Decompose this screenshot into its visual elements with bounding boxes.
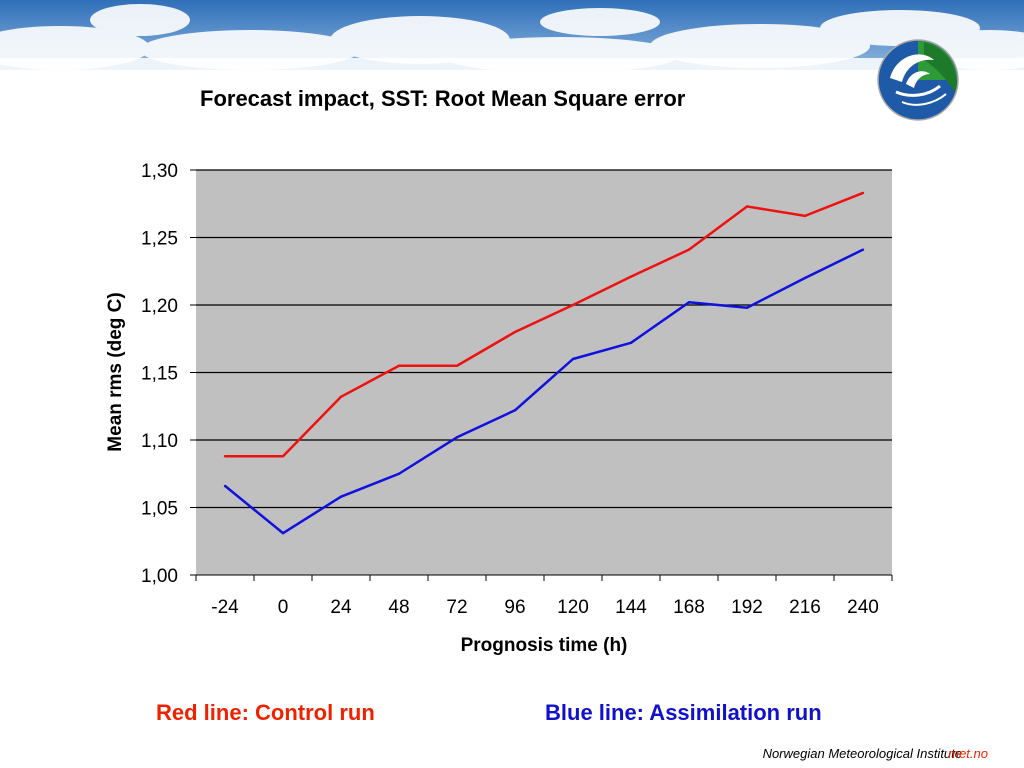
series-0-point-2	[339, 395, 343, 398]
series-1-point-1	[281, 531, 285, 535]
series-1-point-8	[687, 301, 691, 304]
series-0-point-4	[455, 364, 459, 367]
series-1-point-3	[397, 472, 401, 475]
y-tick-label-3: 1,15	[141, 364, 178, 385]
x-tick-label-3: 48	[388, 597, 409, 618]
y-tick-label-6: 1,30	[141, 161, 178, 182]
y-tick-label-5: 1,25	[141, 229, 178, 250]
series-1-point-5	[513, 409, 517, 412]
y-tick-label-0: 1,00	[141, 566, 178, 587]
grid-lines	[196, 169, 892, 509]
series-group	[223, 191, 865, 535]
series-line-1	[224, 248, 864, 535]
rms-line-chart: -24 0 24 48 72 96 120 144 168 192 216 240 1,001,051…	[105, 161, 893, 656]
legend-control-run: Red line: Control run	[156, 700, 375, 725]
series-0-point-0	[223, 455, 227, 458]
x-axis-ticks: -24 0 24 48 72 96 120 144 168 192 216 240	[195, 575, 893, 618]
series-0-point-10	[803, 214, 807, 218]
x-tick-label-8: 168	[673, 597, 705, 618]
series-0-point-11	[861, 191, 865, 195]
x-tick-label-11: 240	[847, 597, 879, 618]
x-tick-label-6: 120	[557, 597, 589, 618]
x-tick-label-0: -24	[211, 597, 239, 618]
series-1-point-10	[803, 276, 807, 280]
met-logo-icon	[877, 39, 959, 121]
y-axis-label: Mean rms (deg C)	[105, 292, 126, 451]
sky-banner	[0, 0, 1024, 70]
footer-brand: met.no	[948, 746, 988, 761]
series-line-0	[225, 191, 864, 458]
series-1-point-6	[571, 357, 575, 361]
x-axis-label: Prognosis time (h)	[461, 635, 628, 656]
series-0-point-6	[571, 303, 575, 307]
series-0-point-9	[745, 205, 749, 208]
x-tick-label-10: 216	[789, 597, 821, 618]
x-tick-label-7: 144	[615, 597, 647, 618]
y-tick-label-4: 1,20	[141, 296, 178, 317]
series-0-point-7	[629, 275, 633, 278]
x-tick-label-9: 192	[731, 597, 763, 618]
x-tick-label-5: 96	[504, 597, 525, 618]
y-tick-label-1: 1,05	[141, 499, 178, 520]
series-1-point-0	[223, 484, 227, 488]
x-tick-label-2: 24	[330, 597, 352, 618]
y-tick-label-2: 1,10	[141, 431, 178, 452]
legend-assimilation-run: Blue line: Assimilation run	[545, 700, 822, 725]
series-0-point-3	[397, 364, 401, 367]
x-tick-label-4: 72	[446, 597, 467, 618]
series-1-point-7	[629, 341, 633, 344]
series-0-point-8	[687, 248, 691, 251]
x-tick-label-1: 0	[278, 597, 289, 618]
series-1-point-2	[339, 495, 343, 498]
series-0-point-5	[513, 330, 517, 334]
slide-title: Forecast impact, SST: Root Mean Square e…	[200, 86, 686, 111]
series-0-point-1	[281, 455, 285, 458]
series-1-point-4	[455, 436, 459, 439]
series-1-point-11	[861, 248, 865, 251]
footer-organization: Norwegian Meteorological Institute	[762, 746, 962, 761]
y-axis-ticks: 1,00 1,05 1,10 1,15 1,20 1,25 1,30	[141, 161, 196, 587]
series-1-point-9	[745, 306, 749, 309]
